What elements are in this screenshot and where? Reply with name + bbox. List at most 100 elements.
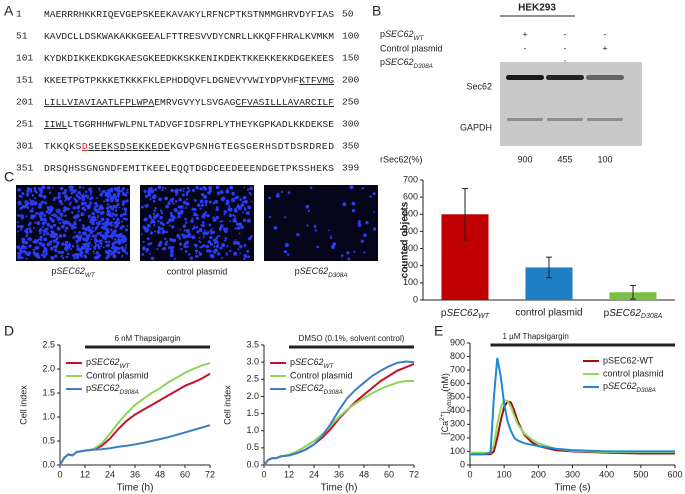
seq-segment: KKEETPGTPKKKETKKKFKLEPHDDQVFLDGNEVYVWIYD…	[44, 75, 299, 86]
micrograph-cell	[149, 186, 153, 190]
micrograph-cell	[363, 251, 366, 254]
micrograph-cell	[172, 202, 175, 205]
micrograph-cell	[243, 243, 247, 247]
micrograph-cell	[197, 218, 199, 221]
y-tick-label: 800	[450, 351, 465, 361]
y-tick-label: 700	[403, 174, 418, 184]
y-tick-label: 0.0	[246, 459, 259, 469]
micrograph-cell	[39, 217, 44, 222]
micrograph-cell	[63, 191, 67, 195]
micrograph-cell	[109, 223, 112, 226]
text-part: D308A	[414, 63, 433, 70]
y-tick-label: 2.5	[246, 374, 259, 384]
text-part: D308A	[324, 389, 343, 396]
micrograph-cell	[64, 199, 66, 202]
micrograph-cell	[64, 188, 68, 192]
micrograph-cell	[49, 225, 54, 229]
text-part: D308A	[328, 272, 347, 279]
micrograph-cell	[149, 198, 152, 201]
micrograph-cell	[115, 238, 117, 241]
micrograph-cell	[212, 230, 216, 234]
micrograph-cell	[68, 203, 71, 206]
micrograph-cell	[239, 252, 242, 254]
micrograph-cell	[89, 190, 93, 194]
micrograph-cell	[169, 237, 173, 242]
micrograph-cell	[116, 234, 120, 238]
x-tick-label: 60	[384, 469, 394, 479]
micrograph-cell	[28, 244, 32, 248]
micrograph-cell	[113, 229, 117, 234]
micrograph-cell	[193, 243, 196, 246]
micrograph-cell	[207, 192, 210, 195]
micrograph-cell	[65, 248, 69, 252]
micrograph-cell	[54, 254, 58, 258]
micrograph-cell	[105, 244, 109, 247]
micrograph-cell	[215, 237, 219, 240]
legend-label: Control plasmid	[290, 370, 353, 380]
micrograph-cell	[110, 250, 112, 253]
micrograph-cell	[146, 237, 149, 240]
micrograph-cell	[88, 187, 93, 192]
micrograph-cell	[184, 250, 188, 253]
micrograph-cell	[111, 212, 115, 216]
micrograph-cell	[200, 223, 203, 226]
micrograph-cell	[101, 234, 105, 238]
micrograph-cell	[26, 187, 30, 190]
micrograph-cell	[162, 223, 165, 226]
micrograph-cell	[191, 188, 196, 192]
micrograph-cell	[200, 192, 205, 197]
micrograph-cell	[84, 194, 88, 198]
micrograph-cell	[227, 207, 232, 212]
micrograph-cell	[185, 202, 190, 206]
y-tick-label: 1.5	[246, 408, 259, 418]
y-tick-label: 2.5	[42, 339, 55, 349]
micrograph-cell	[64, 240, 67, 244]
micrograph-cell	[237, 248, 240, 251]
seq-segment: KYDKDIKKEKDKGKAESGKEEDKKSKKENIKDEKTKKEKK…	[44, 53, 334, 64]
panel-label: D	[4, 323, 14, 339]
micrograph-cell	[212, 216, 215, 219]
micrograph-cell	[35, 212, 38, 215]
micrograph-cell	[363, 233, 367, 238]
micrograph-cell	[268, 215, 272, 219]
micrograph-cell	[39, 214, 43, 219]
micrograph-cell	[70, 189, 73, 192]
micrograph-cell	[330, 245, 335, 249]
micrograph-cell	[111, 250, 115, 255]
micrograph-cell	[80, 245, 85, 250]
micrograph-cell	[36, 252, 40, 256]
micrograph-cell	[284, 243, 289, 248]
micrograph-cell	[52, 198, 56, 202]
micrograph-cell	[110, 221, 113, 223]
seq-text: TKKQKSDSEEKSDSEKKEDEKGVPGNHGTEGSGERHSDTD…	[44, 141, 334, 152]
seq-start: 251	[16, 119, 34, 130]
micrograph-cell	[62, 256, 65, 260]
micrograph-cell	[163, 246, 167, 250]
micrograph-cell	[73, 221, 76, 224]
micrograph-cell	[81, 226, 85, 230]
micrograph-cell	[29, 209, 33, 213]
micrograph-cell	[185, 191, 189, 194]
micrograph-cell	[57, 192, 61, 196]
micrograph-cell	[145, 230, 149, 233]
text-part: WT	[120, 363, 131, 370]
micrograph-cell	[81, 206, 86, 211]
seq-start: 1	[16, 9, 22, 20]
micrograph-cell	[111, 242, 115, 246]
seq-end: 200	[342, 75, 360, 86]
text-part: [Ca	[440, 421, 450, 435]
micrograph-cell	[70, 191, 74, 195]
micrograph-cell	[37, 238, 40, 241]
micrograph-cell	[280, 190, 283, 193]
micrograph-cell	[121, 203, 125, 206]
y-tick-label: 1.0	[42, 411, 55, 421]
micrograph-cell	[20, 249, 24, 253]
micrograph-cell	[213, 239, 216, 242]
micrograph-cell	[233, 214, 236, 218]
micrograph-cell	[76, 205, 80, 210]
micrograph-cell	[109, 196, 114, 200]
micrograph-cell	[158, 197, 162, 202]
x-tick-label: 24	[105, 469, 115, 479]
x-tick-label: 72	[205, 469, 215, 479]
